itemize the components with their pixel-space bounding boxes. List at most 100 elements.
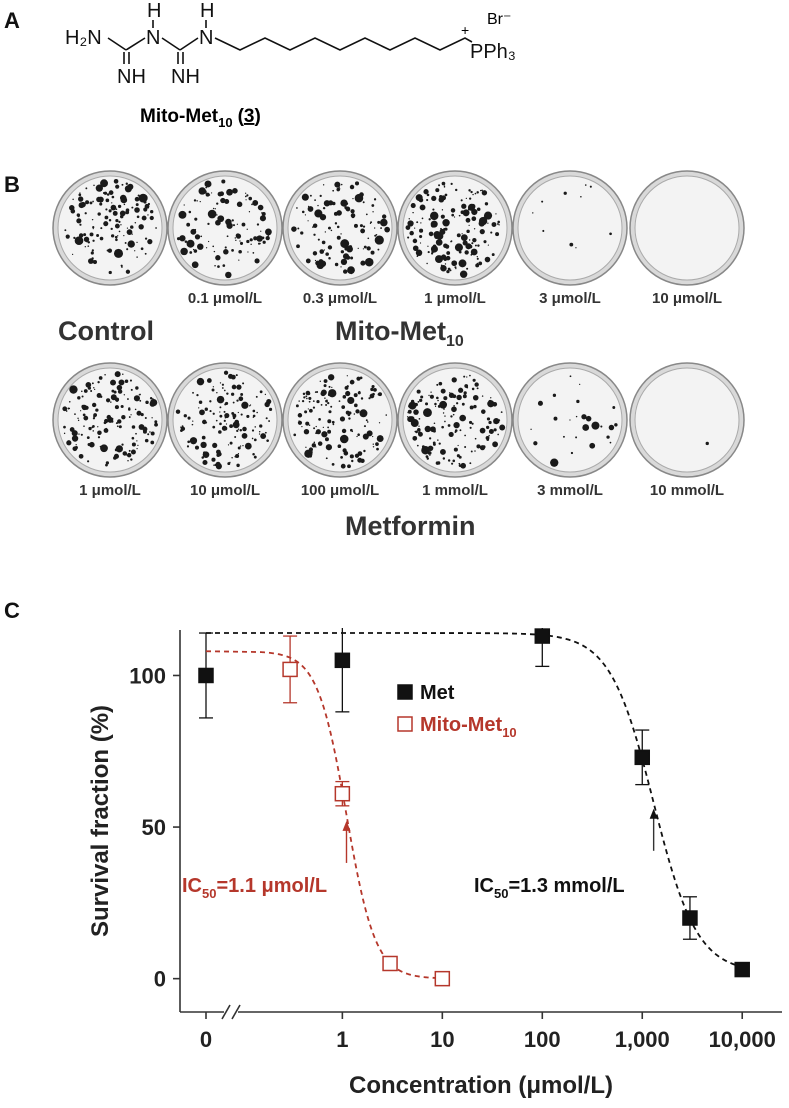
- colony: [126, 248, 129, 251]
- dose-label: 0.3 μmol/L: [303, 290, 377, 307]
- colony: [252, 251, 255, 254]
- ic50-text: =1.3 mmol/L: [508, 875, 624, 897]
- colony: [224, 412, 230, 419]
- colony: [409, 230, 414, 236]
- colony: [183, 204, 185, 206]
- colony: [71, 253, 74, 255]
- colony: [224, 246, 227, 249]
- colony: [476, 257, 479, 260]
- colony: [97, 196, 104, 203]
- x-tick-label: 0: [200, 1027, 212, 1052]
- colony: [360, 228, 366, 234]
- colony: [316, 391, 319, 394]
- colony: [537, 400, 543, 406]
- colony: [440, 265, 447, 272]
- colony: [91, 218, 94, 221]
- colony: [581, 414, 587, 420]
- colony: [136, 410, 142, 416]
- colony: [481, 395, 484, 397]
- colony: [374, 234, 377, 237]
- colony: [415, 194, 423, 202]
- colony: [436, 232, 444, 240]
- colony: [460, 462, 466, 469]
- colony: [125, 182, 128, 185]
- colony: [226, 235, 229, 238]
- marker: [334, 785, 351, 802]
- colony: [377, 220, 381, 224]
- colony: [424, 425, 431, 433]
- colony: [137, 444, 139, 446]
- colony: [340, 250, 345, 254]
- colony: [334, 181, 341, 188]
- colony: [541, 200, 544, 203]
- colony: [219, 422, 222, 426]
- colony: [235, 239, 237, 242]
- colony: [175, 409, 181, 414]
- colony: [191, 423, 194, 426]
- colony: [475, 263, 480, 268]
- colony: [124, 242, 127, 244]
- colony: [211, 457, 216, 462]
- colony: [452, 459, 456, 463]
- colony: [147, 238, 153, 245]
- colony: [136, 256, 138, 258]
- colony: [366, 421, 369, 423]
- colony: [131, 233, 133, 235]
- colony: [460, 234, 468, 242]
- colony: [447, 459, 451, 462]
- colony: [226, 392, 229, 395]
- colony: [313, 427, 316, 430]
- colony: [442, 412, 445, 414]
- colony: [313, 441, 316, 444]
- colony: [357, 433, 360, 436]
- colony: [461, 233, 463, 235]
- colony: [420, 395, 424, 399]
- colony: [466, 229, 470, 234]
- atom: +: [461, 22, 469, 38]
- colony: [91, 249, 94, 252]
- colony: [150, 210, 154, 214]
- colony: [105, 463, 108, 467]
- colony: [550, 458, 559, 467]
- colony: [235, 233, 241, 238]
- colony: [408, 404, 412, 408]
- colony: [486, 425, 490, 430]
- colony: [317, 204, 319, 207]
- colony: [429, 454, 431, 457]
- colony: [407, 411, 409, 414]
- colony: [301, 193, 309, 201]
- colony: [323, 384, 327, 388]
- colony: [431, 195, 437, 201]
- colony: [86, 436, 90, 440]
- colony: [135, 396, 138, 399]
- colony: [466, 267, 469, 270]
- colony: [252, 409, 256, 413]
- atom: H₂N: [65, 27, 102, 49]
- colony: [307, 220, 309, 222]
- colony: [417, 400, 420, 403]
- colony: [78, 433, 80, 435]
- colony: [435, 188, 440, 193]
- colony: [107, 248, 113, 253]
- colony: [450, 240, 452, 243]
- colony: [468, 224, 470, 226]
- colony: [130, 449, 136, 455]
- colony: [576, 399, 580, 404]
- bond: [107, 37, 127, 51]
- colony: [430, 220, 438, 228]
- colony: [481, 409, 486, 414]
- colony: [311, 443, 317, 448]
- colony: [110, 401, 112, 403]
- colony: [357, 391, 361, 395]
- colony: [436, 461, 441, 465]
- colony: [256, 223, 260, 226]
- colony: [246, 228, 248, 230]
- colony: [201, 456, 205, 459]
- colony: [480, 189, 482, 192]
- colony: [333, 211, 338, 216]
- colony: [435, 255, 443, 264]
- colony: [89, 441, 95, 448]
- group-title: Mito-Met: [335, 316, 446, 346]
- dish-base: [57, 175, 163, 281]
- colony: [97, 430, 102, 436]
